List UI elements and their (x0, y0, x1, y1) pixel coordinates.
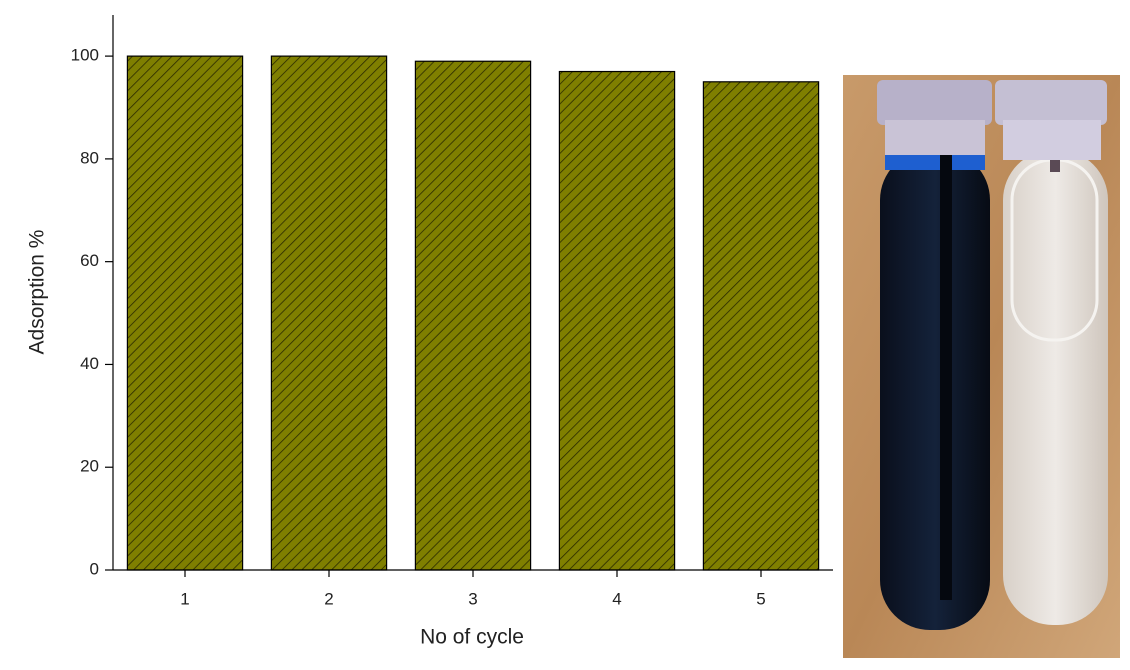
y-axis-title: Adsorption % (26, 230, 49, 355)
bar (414, 60, 532, 571)
x-axis-title: No of cycle (420, 626, 524, 649)
y-tick-label: 20 (80, 457, 99, 476)
x-tick-label: 5 (756, 589, 765, 608)
bar (702, 81, 820, 571)
bar (558, 70, 676, 571)
y-tick-label: 60 (80, 251, 99, 270)
x-tick-label: 3 (468, 589, 477, 608)
y-tick-label: 80 (80, 148, 99, 167)
x-tick-label: 1 (180, 589, 189, 608)
bar-chart: No of cycle Adsorption % 1 2 3 4 5 0 20 40 60 80 1… (26, 15, 833, 649)
x-tick-label: 4 (612, 589, 621, 608)
bar (270, 55, 388, 571)
bar (126, 55, 244, 571)
y-tick-label: 0 (90, 559, 99, 578)
photo (843, 75, 1120, 658)
y-tick-label: 40 (80, 354, 99, 373)
x-tick-label: 2 (324, 589, 333, 608)
y-tick-label: 100 (71, 46, 99, 65)
